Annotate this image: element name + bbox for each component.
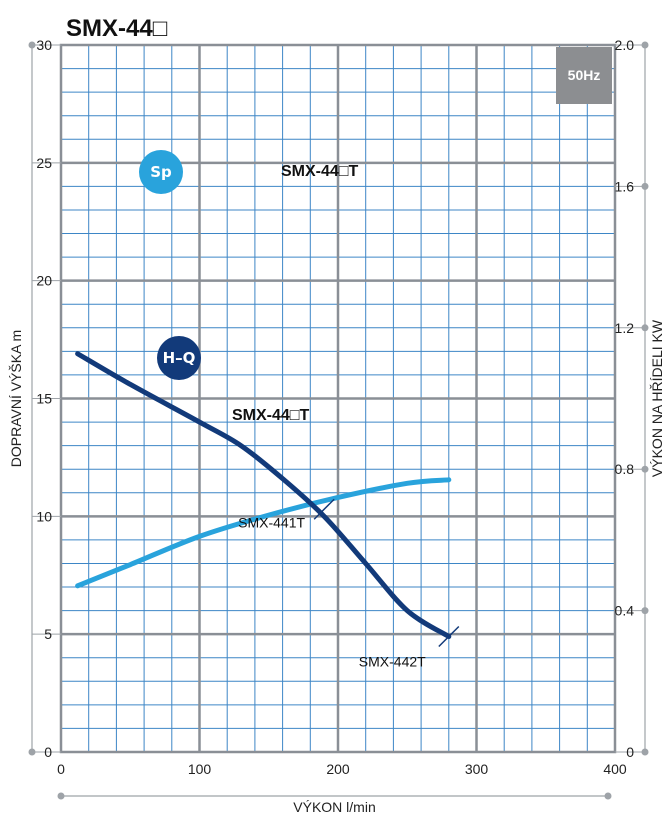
series (75, 351, 452, 640)
sp-power-curve (75, 477, 452, 589)
chart-title: SMX-44□ (66, 15, 168, 42)
model-label: SMX-441T (238, 514, 305, 530)
hq-series-label: SMX-44□T (232, 407, 309, 424)
y2-tick-label: 1.2 (615, 320, 635, 336)
y2-tick-label: 0.4 (615, 603, 635, 619)
y-tick-label: 15 (36, 391, 52, 407)
labels: 50Hz Sp SMX-44□T H–Q SMX-44□T SMX-441T SMX-442… (139, 47, 612, 670)
y2-tick-label: 0 (626, 744, 634, 760)
frequency-badge (556, 47, 612, 104)
y2-tick-dot (641, 607, 649, 615)
x-axis-endpoint (57, 792, 65, 800)
y-tick-label: 30 (36, 37, 52, 53)
x-tick-label: 200 (326, 761, 350, 777)
y-tick-label: 10 (36, 508, 52, 524)
x-axis-title: VÝKON l/min (293, 799, 375, 815)
y2-tick-label: 1.6 (615, 178, 635, 194)
x-axis-endpoint (604, 792, 612, 800)
sp-badge-text: Sp (150, 163, 172, 181)
y2-tick-dot (641, 41, 649, 49)
y-tick-label: 20 (36, 273, 52, 289)
y-tick-label: 25 (36, 155, 52, 171)
model-cut-mark (438, 625, 460, 648)
grid (59, 43, 617, 754)
y2-tick-dot (641, 182, 649, 190)
sp-series-label: SMX-44□T (281, 163, 358, 180)
x-tick-label: 300 (465, 761, 489, 777)
y2-tick-dot (641, 324, 649, 332)
hq-badge-text: H–Q (163, 349, 196, 367)
y-tick-label: 0 (44, 744, 52, 760)
hq-badge (157, 336, 201, 380)
model-label: SMX-442T (359, 654, 426, 670)
model-cut-mark (313, 498, 335, 520)
y2-tick-label: 0.8 (615, 461, 635, 477)
y2-tick-dot (641, 748, 649, 756)
frequency-badge-text: 50Hz (568, 67, 601, 83)
x-tick-label: 400 (603, 761, 627, 777)
sp-badge (139, 150, 183, 194)
y-axis-title: DOPRAVNÍ VÝŠKA m (8, 330, 24, 467)
y2-tick-dot (641, 465, 649, 473)
axes: 0 5 10 15 20 25 30 DOPRAVNÍ VÝŠKA m 0 0.4 0.8 1.2 1.… (8, 37, 665, 815)
x-tick-label: 0 (57, 761, 65, 777)
x-tick-label: 100 (188, 761, 212, 777)
y2-axis-title: VÝKON NA HŘÍDELI KW (649, 319, 665, 477)
y-tick-label: 5 (44, 626, 52, 642)
y2-tick-label: 2.0 (615, 37, 635, 53)
hq-head-curve (75, 351, 452, 640)
